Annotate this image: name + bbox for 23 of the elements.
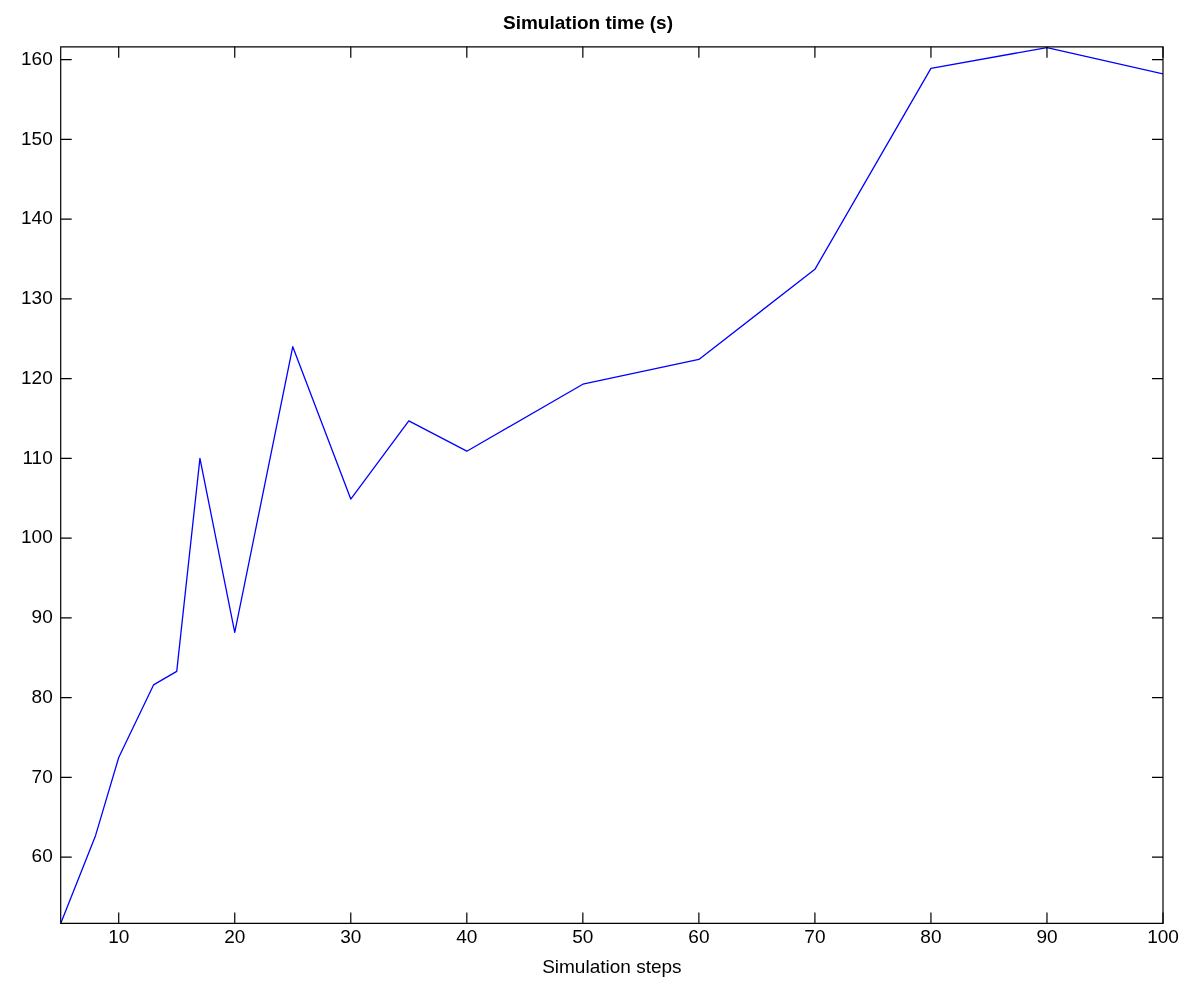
x-tick-label: 90 (1036, 926, 1058, 948)
x-tick-label: 20 (224, 926, 246, 948)
y-tick-label: 130 (21, 287, 53, 309)
x-tick-label: 60 (688, 926, 710, 948)
x-tick-label: 30 (340, 926, 362, 948)
y-tick-label: 80 (31, 685, 53, 707)
chart-title: Simulation time (s) (503, 11, 673, 33)
x-tick-label: 40 (456, 926, 478, 948)
x-tick-label: 80 (920, 926, 942, 948)
x-tick-label: 50 (572, 926, 594, 948)
x-tick-label: 10 (108, 926, 130, 948)
y-tick-label: 110 (22, 446, 53, 468)
y-tick-label: 70 (31, 765, 53, 787)
x-tick-label: 70 (804, 926, 826, 948)
x-tick-label: 100 (1147, 926, 1179, 948)
y-tick-label: 150 (21, 127, 53, 149)
y-tick-label: 120 (21, 366, 53, 388)
x-axis-title: Simulation steps (542, 955, 682, 977)
y-tick-label: 100 (21, 526, 53, 548)
y-tick-label: 60 (31, 845, 53, 867)
y-tick-label: 160 (21, 47, 53, 69)
y-tick-label: 90 (31, 606, 53, 628)
y-tick-label: 140 (21, 207, 53, 229)
